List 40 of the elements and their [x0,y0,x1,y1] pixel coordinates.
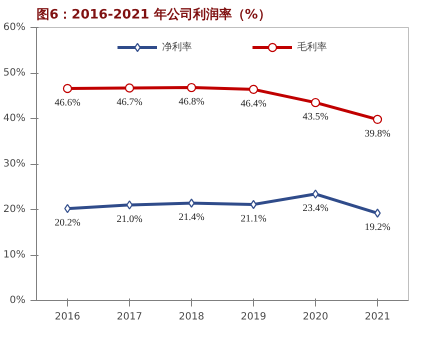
data-label: 46.6% [54,97,80,108]
y-tick-label: 30% [3,158,26,170]
x-tick-label: 2020 [302,312,328,322]
point [62,84,72,94]
y-tick-label: 50% [3,68,26,78]
x-tick-label: 2019 [240,312,266,322]
x-tick-label: 2016 [54,312,80,322]
data-label: 43.5% [302,112,328,123]
data-label: 39.8% [364,128,390,140]
x-tick-label: 2018 [178,312,204,322]
point [312,189,319,199]
y-tick-label: 0% [10,295,26,306]
point [374,208,381,218]
data-label: 20.2% [54,218,80,229]
data-label: 21.1% [240,213,266,224]
point [310,98,320,108]
point [248,84,258,94]
data-label: 46.7% [116,97,142,108]
point [124,83,134,93]
legend-label: 毛利率 [297,40,327,54]
y-tick-label: 60% [3,22,26,33]
point [188,198,195,208]
x-tick-label: 2017 [116,312,142,322]
chart-title: 图6：2016-2021 年公司利润率（%） [36,6,271,22]
x-tick-label: 2021 [364,312,390,322]
point [186,82,196,92]
data-label: 46.4% [240,98,266,110]
point [126,200,133,210]
data-label: 23.4% [302,203,328,214]
point [250,200,257,210]
data-label: 21.0% [116,214,142,225]
data-label: 21.4% [178,212,204,224]
point [64,204,71,214]
data-label: 19.2% [364,222,390,234]
y-tick-label: 20% [3,204,26,215]
legend-label: 净利率 [162,40,192,54]
data-label: 46.8% [178,96,204,108]
y-tick-label: 10% [3,250,26,260]
point [372,114,382,124]
y-tick-label: 40% [3,113,26,124]
